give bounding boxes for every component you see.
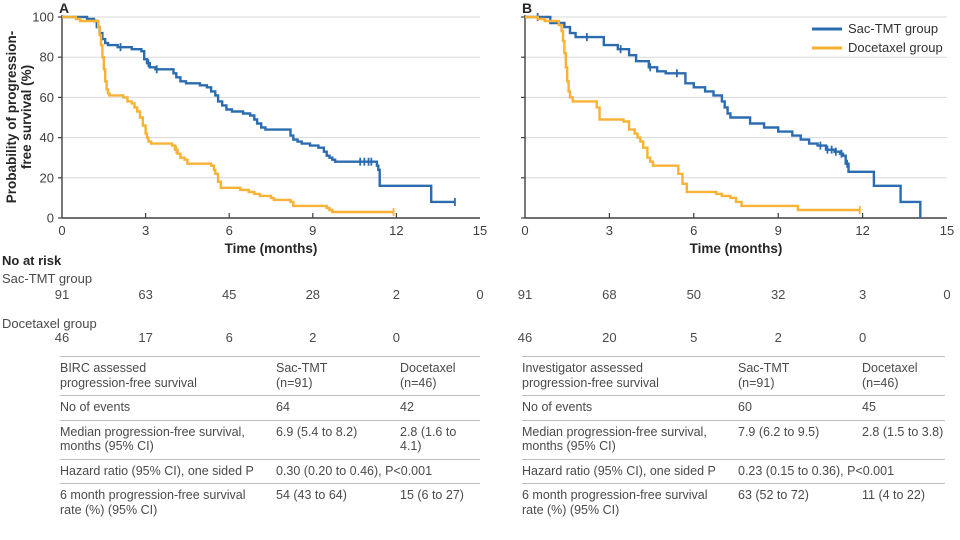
legend-label-sac-tmt: Sac-TMT group	[848, 21, 939, 36]
at-risk-count: 2	[393, 287, 400, 302]
row-value-span: 0.30 (0.20 to 0.46), P<0.001	[276, 463, 433, 478]
y-tick-label: 100	[32, 10, 54, 25]
panel-a-label: A	[59, 0, 70, 16]
at-risk-count: 68	[602, 287, 616, 302]
row-value-doc: 11 (4 to 22)	[862, 488, 926, 502]
x-tick-label: 3	[142, 223, 149, 238]
table-row: 6 month progression-free survival rate (…	[522, 483, 945, 522]
at-risk-count: 2	[309, 330, 316, 345]
summary-table-birc: BIRC assessed progression-free survival …	[60, 356, 480, 522]
row-value-doc: 2.8 (1.5 to 3.8)	[862, 424, 944, 439]
at-risk-count: 0	[476, 287, 483, 302]
x-tick-label: 9	[775, 223, 782, 238]
km-curve-sac-tmt-group	[62, 15, 455, 204]
at-risk-group-label-docetaxel: Docetaxel group	[2, 316, 97, 331]
x-tick-label: 12	[389, 223, 403, 238]
x-tick-label: 0	[521, 223, 528, 238]
y-tick-label: 80	[40, 50, 54, 65]
at-risk-count: 50	[687, 287, 701, 302]
at-risk-count: 63	[138, 287, 152, 302]
y-tick-label: 60	[40, 90, 54, 105]
at-risk-count: 0	[943, 287, 950, 302]
row-label: No of events	[522, 400, 593, 414]
at-risk-count: 17	[138, 330, 152, 345]
row-label: Median progression-free survival, months…	[60, 424, 245, 454]
table-row: Hazard ratio (95% CI), one sided P 0.30 …	[60, 458, 480, 484]
at-risk-count: 0	[859, 330, 866, 345]
x-tick-label: 3	[606, 223, 613, 238]
table-row: Median progression-free survival, months…	[60, 419, 480, 459]
panel-b-label: B	[522, 0, 533, 16]
table-row: No of events 64 42	[60, 395, 480, 420]
x-tick-label: 6	[690, 223, 697, 238]
at-risk-count: 3	[859, 287, 866, 302]
row-value-doc: 15 (6 to 27)	[400, 488, 464, 502]
row-value-doc: 42	[400, 400, 414, 414]
row-label: 6 month progression-free survival rate (…	[522, 488, 708, 517]
table-col-sac-tmt: Sac-TMT (n=91)	[738, 361, 790, 390]
km-curve-sac-tmt-group	[525, 15, 922, 218]
x-tick-label: 0	[58, 223, 65, 238]
at-risk-group-label-sac-tmt: Sac-TMT group	[2, 271, 93, 286]
at-risk-count: 91	[55, 287, 69, 302]
table-row: 6 month progression-free survival rate (…	[60, 483, 480, 522]
km-curve-docetaxel-group	[62, 15, 394, 214]
row-value-doc: 2.8 (1.6 to 4.1)	[400, 424, 457, 454]
km-curve-docetaxel-group	[525, 15, 860, 212]
table-row: Median progression-free survival, months…	[522, 419, 945, 459]
x-tick-label: 12	[855, 223, 869, 238]
row-value-sac: 64	[276, 400, 290, 414]
no-at-risk-heading: No at risk	[2, 253, 62, 268]
row-value-sac: 6.9 (5.4 to 8.2)	[276, 424, 358, 439]
legend-label-docetaxel: Docetaxel group	[848, 40, 943, 55]
x-tick-label: 6	[226, 223, 233, 238]
row-value-span: 0.23 (0.15 to 0.36), P<0.001	[738, 463, 895, 478]
y-tick-label: 0	[47, 211, 54, 226]
table-col-docetaxel: Docetaxel (n=46)	[862, 361, 918, 390]
row-label: 6 month progression-free survival rate (…	[60, 488, 246, 517]
at-risk-count: 46	[55, 330, 69, 345]
y-tick-label: 20	[40, 170, 54, 185]
table-col-docetaxel: Docetaxel (n=46)	[400, 361, 456, 390]
table-row: Hazard ratio (95% CI), one sided P 0.23 …	[522, 458, 945, 484]
at-risk-count: 32	[771, 287, 785, 302]
row-label: No of events	[60, 400, 131, 414]
row-value-sac: 54 (43 to 64)	[276, 488, 347, 502]
time-axis-title-b: Time (months)	[689, 241, 783, 256]
at-risk-count: 2	[775, 330, 782, 345]
at-risk-count: 5	[690, 330, 697, 345]
x-tick-label: 15	[940, 223, 954, 238]
at-risk-count: 91	[518, 287, 532, 302]
row-value-sac: 60	[738, 400, 752, 414]
row-label: Hazard ratio (95% CI), one sided P	[522, 463, 716, 478]
at-risk-count: 6	[226, 330, 233, 345]
at-risk-count: 0	[393, 330, 400, 345]
table-header-row: Investigator assessed progression-free s…	[522, 356, 945, 395]
summary-table-investigator: Investigator assessed progression-free s…	[522, 356, 945, 522]
at-risk-count: 46	[518, 330, 532, 345]
at-risk-count: 20	[602, 330, 616, 345]
table-row: No of events 60 45	[522, 395, 945, 420]
x-tick-label: 15	[473, 223, 487, 238]
time-axis-title-a: Time (months)	[224, 241, 318, 256]
table-header-row: BIRC assessed progression-free survival …	[60, 356, 480, 395]
row-value-doc: 45	[862, 400, 876, 414]
row-label: Hazard ratio (95% CI), one sided P	[60, 463, 254, 478]
table-title-cell: BIRC assessed progression-free survival	[60, 361, 197, 390]
row-value-sac: 7.9 (6.2 to 9.5)	[738, 424, 820, 439]
y-tick-label: 40	[40, 130, 54, 145]
table-col-sac-tmt: Sac-TMT (n=91)	[276, 361, 328, 390]
table-title-cell: Investigator assessed progression-free s…	[522, 361, 659, 390]
at-risk-count: 45	[222, 287, 236, 302]
at-risk-count: 28	[306, 287, 320, 302]
x-tick-label: 9	[309, 223, 316, 238]
row-value-sac: 63 (52 to 72)	[738, 488, 809, 502]
row-label: Median progression-free survival, months…	[522, 424, 707, 454]
